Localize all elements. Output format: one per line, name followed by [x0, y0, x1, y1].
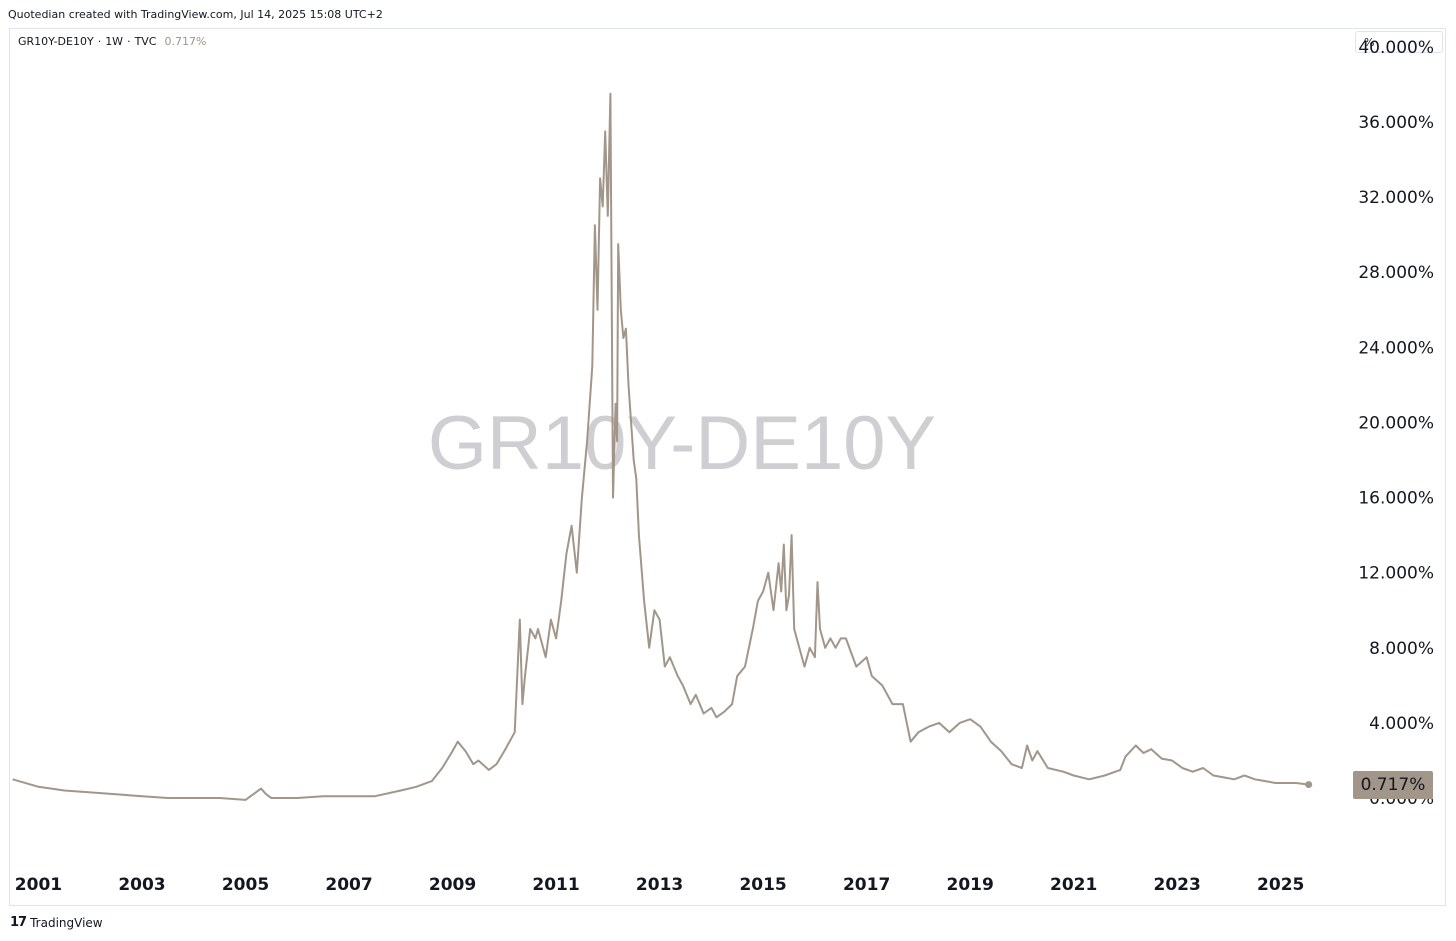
legend-separator-1: ·	[97, 35, 102, 48]
footer: 17 TradingView	[10, 915, 103, 930]
x-axis[interactable]: 2001 2003 2005 2007 2009 2011 2013 2015 2017 2019…	[15, 875, 1305, 895]
last-point-marker	[1305, 781, 1313, 789]
plot-area[interactable]	[12, 92, 1313, 801]
y-tick-label: 12.000%	[1358, 564, 1434, 584]
legend-last-value: 0.717%	[164, 35, 207, 48]
y-tick-label: 28.000%	[1358, 263, 1434, 283]
x-tick-label: 2009	[429, 875, 476, 895]
legend-separator-2: ·	[127, 35, 131, 48]
x-tick-label: 2001	[15, 875, 62, 895]
y-tick-label: 8.000%	[1369, 639, 1434, 659]
y-tick-label: 4.000%	[1369, 714, 1434, 734]
unit-selector[interactable]: %	[1355, 31, 1443, 53]
chart-caption: Quotedian created with TradingView.com, …	[8, 8, 383, 21]
series-line[interactable]	[12, 92, 1309, 801]
legend-symbol: GR10Y-DE10Y	[18, 35, 94, 48]
x-tick-label: 2003	[118, 875, 165, 895]
x-tick-label: 2025	[1257, 875, 1304, 895]
x-tick-label: 2013	[636, 875, 683, 895]
y-axis[interactable]: 0.000%4.000%8.000%12.000%16.000%20.000%2…	[1358, 38, 1434, 809]
legend-source: TVC	[134, 35, 157, 48]
x-tick-label: 2007	[325, 875, 372, 895]
series-legend[interactable]: GR10Y-DE10Y · 1W · TVC 0.717%	[18, 35, 206, 48]
chart-frame	[9, 28, 1446, 906]
x-tick-label: 2019	[946, 875, 993, 895]
x-tick-label: 2011	[532, 875, 579, 895]
tradingview-logo-icon: 17	[10, 915, 27, 930]
y-tick-label: 32.000%	[1358, 188, 1434, 208]
legend-interval: 1W	[105, 35, 124, 48]
footer-brand: TradingView	[30, 915, 103, 930]
y-tick-label: 24.000%	[1358, 338, 1434, 358]
y-tick-label: 36.000%	[1358, 113, 1434, 133]
symbol-watermark: GR10Y-DE10Y	[427, 401, 937, 486]
last-price-label: 0.717%	[1353, 771, 1433, 799]
y-tick-label: 16.000%	[1358, 489, 1434, 509]
x-tick-label: 2023	[1154, 875, 1201, 895]
y-tick-label: 40.000%	[1358, 38, 1434, 58]
x-tick-label: 2021	[1050, 875, 1097, 895]
x-tick-label: 2017	[843, 875, 890, 895]
y-tick-label: 20.000%	[1358, 413, 1434, 433]
x-tick-label: 2015	[739, 875, 786, 895]
x-tick-label: 2005	[222, 875, 269, 895]
